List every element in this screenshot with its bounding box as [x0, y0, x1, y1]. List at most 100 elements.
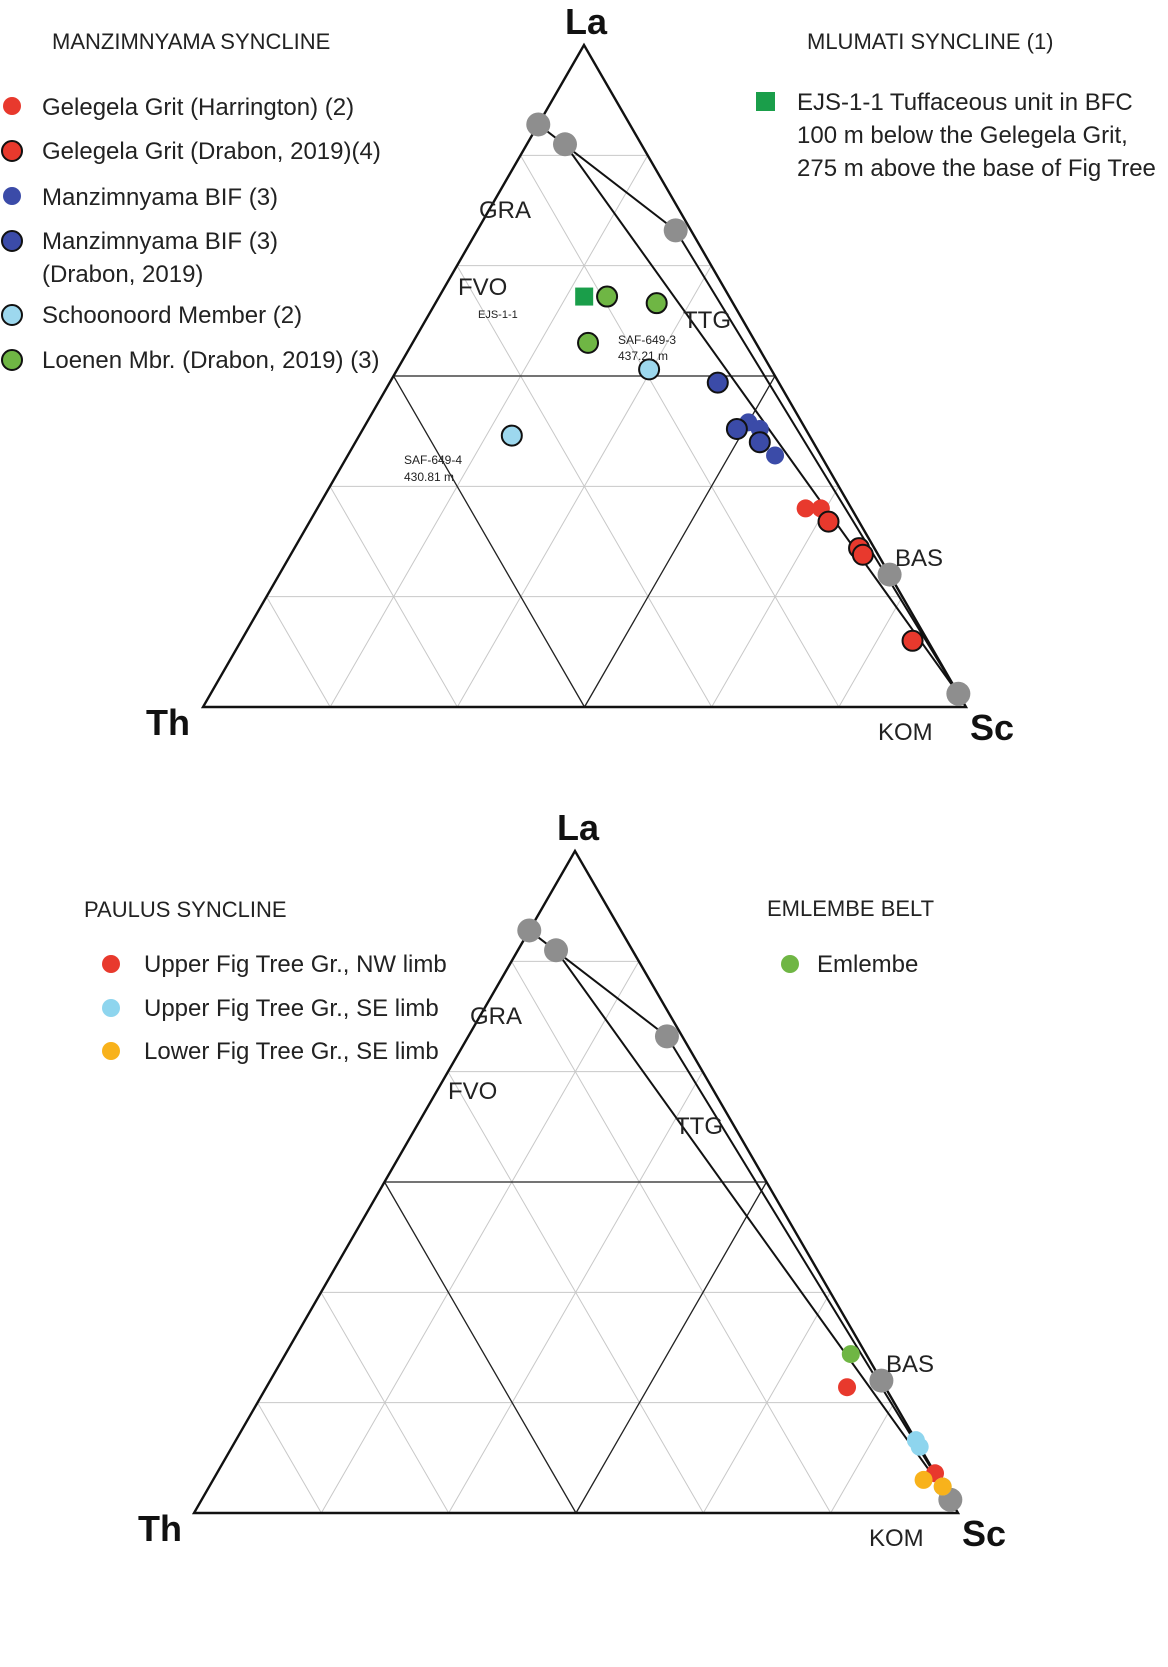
end-member-label-gra: GRA — [479, 197, 531, 224]
mixing-line — [674, 229, 960, 695]
legend-label: Upper Fig Tree Gr., SE limb — [144, 995, 439, 1022]
legend-label: Schoonoord Member (2) — [42, 302, 302, 329]
legend-label: Manzimnyama BIF (3) — [42, 184, 278, 211]
end-member-point — [553, 132, 577, 157]
mixing-line — [666, 1035, 952, 1501]
legend-title: EMLEMBE BELT — [767, 896, 934, 921]
legend-title: PAULUS SYNCLINE — [84, 897, 287, 922]
end-member-label-fvo: FVO — [458, 274, 507, 301]
legend-label: Loenen Mbr. (Drabon, 2019) (3) — [42, 347, 380, 374]
data-point — [596, 285, 619, 308]
legend-marker — [1, 230, 23, 252]
legend-manzimnyama: MANZIMNYAMA SYNCLINE Gelegela Grit (Harr… — [1, 29, 381, 374]
end-member-label-gra: GRA — [470, 1003, 522, 1030]
end-member-label-kom: KOM — [869, 1525, 924, 1552]
data-point — [910, 1437, 929, 1456]
legend-mlumati: MLUMATI SYNCLINE (1) EJS-1-1 Tuffaceous … — [756, 29, 1156, 182]
legend-label-continued: 100 m below the Gelegela Grit, — [797, 122, 1128, 149]
sample-label-saf-649-3-depth: 437.21 m — [618, 349, 668, 363]
grid-lines — [266, 154, 903, 708]
end-member-label-ttg: TTG — [683, 307, 731, 334]
legend-title: MLUMATI SYNCLINE (1) — [807, 29, 1054, 54]
data-point — [841, 1345, 860, 1364]
legend-marker — [1, 140, 23, 162]
sample-label-saf-649-4-depth: 430.81 m — [404, 470, 454, 484]
legend-paulus: PAULUS SYNCLINE Upper Fig Tree Gr., NW l… — [84, 897, 447, 1065]
legend-label: Lower Fig Tree Gr., SE limb — [144, 1038, 439, 1065]
field-boundaries — [383, 1181, 768, 1514]
grid-line — [320, 1292, 450, 1514]
data-point — [500, 424, 523, 447]
ternary-plot-paulus-emlembe: La Th Sc GRA FVO TTG BAS KOM PAULUS SYNC… — [84, 807, 1006, 1554]
legend-label: Gelegela Grit (Drabon, 2019)(4) — [42, 138, 381, 165]
data-point — [796, 499, 815, 518]
legend-label: Emlembe — [817, 951, 918, 978]
data-point — [575, 287, 594, 306]
end-members — [526, 112, 971, 706]
data-point — [766, 446, 785, 465]
legend-marker — [102, 1042, 120, 1060]
mixing-line — [555, 949, 952, 1501]
sample-label-ejs-1-1: EJS-1-1 — [478, 309, 518, 321]
data-point — [577, 331, 600, 354]
legend-label: Upper Fig Tree Gr., NW limb — [144, 951, 447, 978]
grid-line — [511, 961, 832, 1514]
triangle-outline-polygon — [200, 42, 969, 709]
legend-marker — [1, 304, 23, 326]
data-point — [817, 510, 840, 533]
end-member-point — [544, 938, 569, 963]
legend-marker — [756, 92, 775, 111]
end-members — [517, 918, 963, 1512]
data-points — [500, 285, 924, 652]
grid-line — [266, 596, 331, 708]
data-point — [725, 417, 748, 440]
grid-line — [456, 265, 712, 708]
sample-label-saf-649-3: SAF-649-3 — [618, 333, 676, 347]
field-boundary — [383, 1181, 577, 1514]
grid-line — [711, 486, 840, 708]
end-member-point — [946, 681, 971, 706]
end-member-point — [654, 1024, 679, 1049]
legend-label: Gelegela Grit (Harrington) (2) — [42, 94, 354, 121]
grid-line — [838, 596, 903, 708]
sample-label-saf-649-4: SAF-649-4 — [404, 453, 462, 467]
data-point — [901, 629, 924, 652]
end-member-label-kom: KOM — [878, 719, 933, 746]
data-points — [838, 1345, 952, 1496]
vertex-label-right: Sc — [962, 1513, 1006, 1554]
triangle-outline-polygon — [191, 848, 961, 1515]
data-point — [706, 371, 729, 394]
end-member-point — [526, 112, 551, 137]
vertex-label-left: Th — [138, 1508, 182, 1549]
legend-marker — [3, 97, 21, 115]
grid-line — [448, 1071, 704, 1514]
legend-label: Manzimnyama BIF (3) — [42, 228, 278, 255]
legend-label-continued: 275 m above the base of Fig Tree — [797, 155, 1156, 182]
end-member-point — [877, 562, 902, 587]
vertex-label-left: Th — [146, 702, 190, 743]
legend-emlembe: EMLEMBE BELT Emlembe — [767, 896, 934, 978]
field-boundaries — [392, 375, 776, 708]
data-point — [838, 1378, 857, 1397]
end-member-label-fvo: FVO — [448, 1078, 497, 1105]
legend-label-continued: (Drabon, 2019) — [42, 261, 203, 288]
end-member-label-ttg: TTG — [675, 1113, 723, 1140]
mixing-line — [564, 143, 960, 695]
triangle-outline — [200, 42, 969, 709]
grid-line — [320, 961, 640, 1514]
end-member-point — [517, 918, 542, 943]
data-point — [914, 1470, 933, 1489]
legend-marker — [102, 955, 120, 973]
legend-marker — [781, 955, 799, 973]
vertex-label-top: La — [565, 1, 608, 42]
legend-marker — [1, 349, 23, 371]
grid-line — [329, 155, 649, 708]
legend-title: MANZIMNYAMA SYNCLINE — [52, 29, 330, 54]
end-member-label-bas: BAS — [886, 1351, 934, 1378]
triangle-outline — [191, 848, 961, 1515]
grid-line — [329, 486, 458, 708]
data-point — [748, 431, 771, 454]
field-boundary — [392, 375, 586, 708]
end-member-label-bas: BAS — [895, 545, 943, 572]
